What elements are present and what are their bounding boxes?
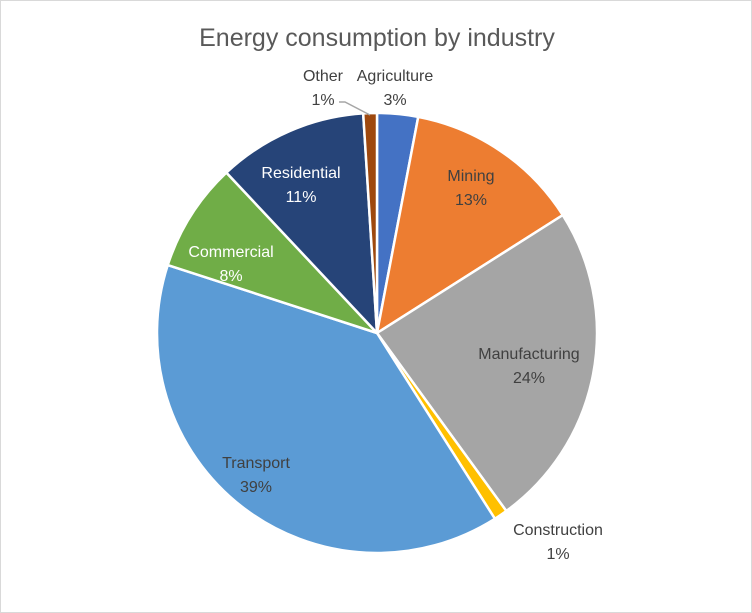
pie-slice-other [361,111,379,334]
slice-value-commercial: 8% [219,268,242,285]
slice-label-other: Other [303,68,344,85]
slice-label-agriculture: Agriculture [357,68,434,85]
slice-label-commercial: Commercial [188,244,273,261]
slice-label-transport: Transport [222,455,290,472]
pie-slice-commercial [166,170,378,335]
slice-value-manufacturing: 24% [513,370,545,387]
slice-value-agriculture: 3% [383,92,406,109]
slice-label-construction: Construction [513,522,603,539]
slice-label-mining: Mining [447,168,494,185]
chart-title: Energy consumption by industry [199,24,555,52]
slice-value-other: 1% [311,92,334,109]
slice-value-construction: 1% [546,546,569,563]
slice-label-residential: Residential [261,165,340,182]
pie-slice-mining [375,115,565,336]
slice-label-manufacturing: Manufacturing [478,346,579,363]
slice-value-mining: 13% [455,192,487,209]
pie-slice-manufacturing [375,213,599,513]
leader-line-other [339,101,371,116]
slice-value-transport: 39% [240,479,272,496]
pie-slice-residential [224,112,379,337]
slice-value-residential: 11% [286,189,317,206]
pie-slice-transport [155,263,497,555]
